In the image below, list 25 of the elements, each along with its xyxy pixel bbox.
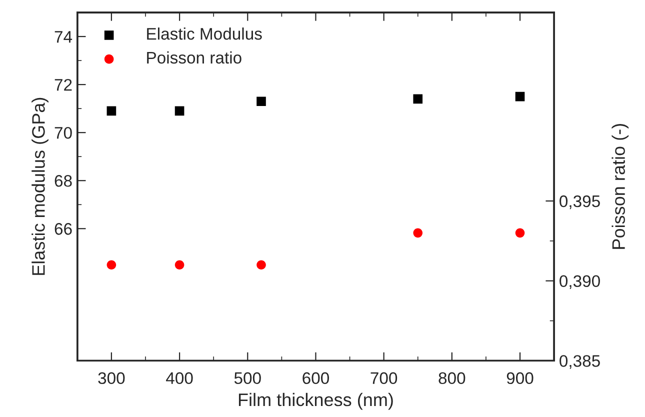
point — [256, 96, 266, 106]
point — [413, 94, 423, 104]
point — [106, 106, 116, 116]
x-tick-label: 700 — [370, 372, 398, 384]
legend-label: Poisson ratio — [147, 51, 242, 64]
y-tick-label: 68 — [54, 175, 72, 187]
x-tick-label: 400 — [166, 372, 193, 384]
x-tick-label: 300 — [98, 372, 125, 384]
y2-tick-label: 0,385 — [560, 355, 600, 369]
y-tick-label: 70 — [54, 126, 72, 139]
x-tick-label: 600 — [302, 372, 329, 384]
y-tick-label: 74 — [54, 31, 72, 43]
y2-axis-title: Poisson ratio (-) — [612, 124, 629, 249]
legend-label: Elastic Modulus — [147, 28, 262, 40]
y-tick-label: 72 — [54, 78, 72, 91]
y2-tick-label: 0,390 — [560, 275, 600, 290]
x-tick-label: 500 — [234, 372, 261, 384]
y-tick-label: 66 — [54, 223, 72, 235]
y-axis-title: Elastic modulus (GPa) — [32, 98, 48, 275]
x-tick-label: 900 — [506, 372, 534, 384]
x-tick-label: 800 — [438, 372, 466, 384]
x-axis-title: Film thickness (nm) — [238, 392, 393, 410]
point — [174, 106, 184, 116]
y2-tick-label: 0,395 — [560, 195, 600, 210]
point — [515, 92, 525, 102]
